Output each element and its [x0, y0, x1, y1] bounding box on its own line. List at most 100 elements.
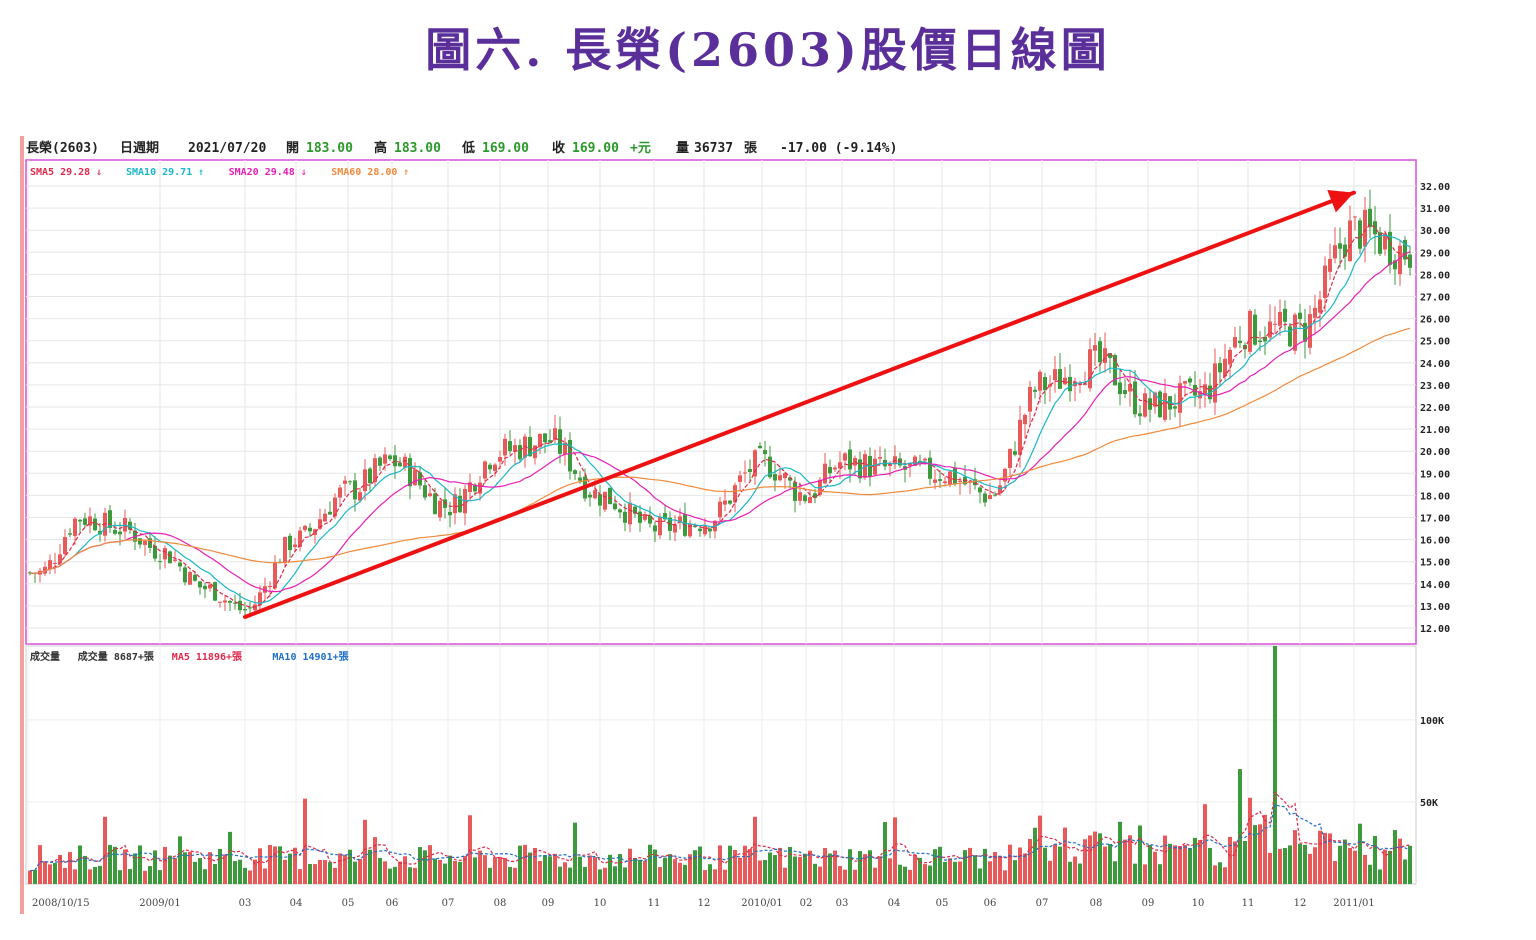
- price-tick-label: 19.00: [1420, 469, 1450, 480]
- volume-bar: [98, 865, 102, 884]
- candle-body: [1308, 314, 1312, 348]
- candle-body: [1358, 220, 1362, 249]
- candle-body: [63, 537, 67, 554]
- candle-body: [948, 471, 952, 485]
- candle-body: [943, 481, 947, 484]
- candle-body: [813, 493, 817, 498]
- volume-bar: [1288, 845, 1292, 884]
- volume-bar: [998, 855, 1002, 884]
- volume-bar: [528, 852, 532, 884]
- candle-body: [408, 458, 412, 487]
- trend-arrow-line: [243, 190, 1356, 619]
- volume-bar: [1298, 843, 1302, 884]
- low-label: 低: [461, 140, 475, 156]
- candle-body: [1343, 244, 1347, 257]
- candle-body: [383, 454, 387, 464]
- volume-bar: [1248, 797, 1252, 884]
- candle-body: [708, 528, 712, 532]
- candle-body: [978, 487, 982, 493]
- candle-body: [488, 464, 492, 470]
- volume-bar: [753, 816, 757, 884]
- candle-body: [378, 457, 382, 466]
- volume-bar: [628, 848, 632, 884]
- volume-bar: [943, 861, 947, 884]
- date-tick-label: 12: [1294, 898, 1307, 909]
- volume-label: 量: [676, 141, 689, 156]
- candle-body: [558, 429, 562, 454]
- candle-body: [578, 477, 582, 481]
- volume-bar: [1108, 844, 1112, 884]
- volume-bar: [488, 867, 492, 884]
- candle-body: [1388, 231, 1392, 265]
- volume-bar: [63, 867, 67, 884]
- volume-legend-item: 成交量 8687+張: [78, 650, 155, 663]
- volume-bar: [638, 859, 642, 884]
- candle-body: [368, 468, 372, 484]
- volume-bar: [338, 853, 342, 884]
- volume-axis: 50K 100K: [1420, 716, 1444, 809]
- volume-bar: [713, 869, 717, 884]
- volume-bar: [283, 859, 287, 884]
- candle-body: [1228, 349, 1232, 365]
- date-tick-label: 06: [386, 898, 399, 909]
- candle-body: [348, 481, 352, 483]
- candle-body: [113, 529, 117, 534]
- volume-bar: [168, 855, 172, 884]
- price-tick-label: 22.00: [1420, 403, 1450, 414]
- sma5-line: [29, 223, 1411, 608]
- volume-bar: [503, 858, 507, 884]
- volume-bar: [1243, 840, 1247, 884]
- volume-bar: [308, 863, 312, 884]
- volume-bar: [1253, 825, 1257, 884]
- volume-bar: [1368, 864, 1372, 884]
- candle-body: [623, 511, 627, 523]
- candle-body: [1178, 383, 1182, 413]
- volume-bar: [1048, 860, 1052, 884]
- candle-body: [1103, 348, 1107, 363]
- volume-bar: [878, 856, 882, 884]
- volume-bar: [683, 864, 687, 884]
- price-tick-label: 25.00: [1420, 337, 1450, 348]
- price-tick-label: 24.00: [1420, 359, 1450, 370]
- candle-body: [1093, 345, 1097, 351]
- volume-bar: [298, 869, 302, 884]
- volume-bar: [1168, 843, 1172, 884]
- volume-bar: [548, 856, 552, 884]
- volume-bar: [1373, 835, 1377, 884]
- volume-bar: [848, 849, 852, 884]
- volume-bar: [238, 859, 242, 884]
- volume-bar: [78, 845, 82, 884]
- date-tick-label: 02: [800, 898, 813, 909]
- volume-bar: [553, 853, 557, 884]
- date-tick-label: 2011/01: [1333, 898, 1375, 909]
- candle-body: [808, 497, 812, 504]
- candle-body: [373, 458, 377, 483]
- candle-body: [193, 574, 197, 581]
- volume-bar: [278, 846, 282, 884]
- volume-bar: [1178, 846, 1182, 884]
- ma-legend-item: SMA60 28.00 ⇑: [331, 167, 409, 178]
- volume-bar: [558, 866, 562, 884]
- candle-body: [938, 479, 942, 481]
- volume-bar: [273, 846, 277, 884]
- moving-average-lines: [29, 223, 1411, 608]
- price-tick-label: 20.00: [1420, 447, 1450, 458]
- volume-bar: [368, 849, 372, 884]
- volume-bar: [353, 861, 357, 884]
- close-value: 169.00: [572, 141, 619, 156]
- volume-bar: [703, 870, 707, 884]
- volume-bar: [1148, 844, 1152, 884]
- volume-bar: [793, 856, 797, 884]
- volume-bar: [1093, 831, 1097, 884]
- volume-bar: [43, 861, 47, 884]
- volume-bar: [183, 852, 187, 884]
- volume-bar: [1138, 825, 1142, 884]
- volume-bar: [1078, 863, 1082, 884]
- volume-bar: [903, 866, 907, 884]
- volume-bar: [1118, 821, 1122, 884]
- volume-bar: [788, 846, 792, 884]
- candle-body: [778, 475, 782, 481]
- volume-bar: [1333, 860, 1337, 884]
- volume-bar: [1073, 856, 1077, 884]
